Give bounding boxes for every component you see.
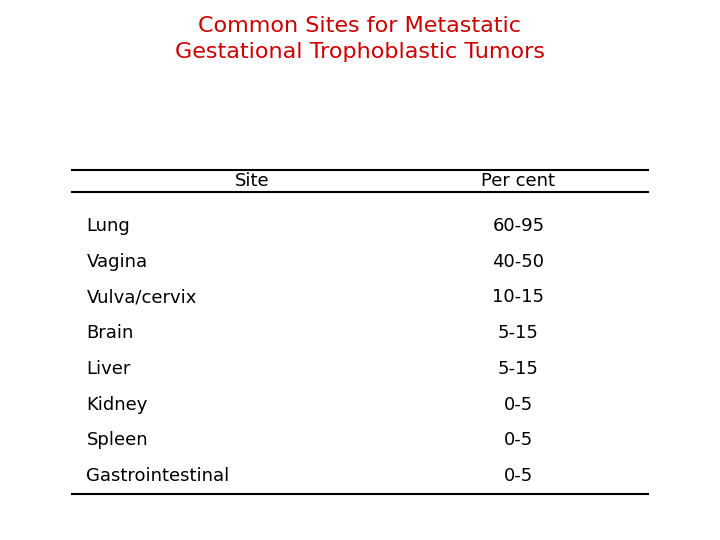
Text: Site: Site: [235, 172, 269, 190]
Text: 10-15: 10-15: [492, 288, 544, 306]
Text: Vulva/cervix: Vulva/cervix: [86, 288, 197, 306]
Text: 5-15: 5-15: [498, 360, 539, 378]
Text: 0-5: 0-5: [504, 396, 533, 414]
Text: 0-5: 0-5: [504, 431, 533, 449]
Text: 0-5: 0-5: [504, 467, 533, 485]
Text: Gastrointestinal: Gastrointestinal: [86, 467, 230, 485]
Text: Spleen: Spleen: [86, 431, 148, 449]
Text: 60-95: 60-95: [492, 217, 544, 235]
Text: Liver: Liver: [86, 360, 131, 378]
Text: Per cent: Per cent: [482, 172, 555, 190]
Text: 5-15: 5-15: [498, 324, 539, 342]
Text: Brain: Brain: [86, 324, 134, 342]
Text: Vagina: Vagina: [86, 253, 148, 271]
Text: 40-50: 40-50: [492, 253, 544, 271]
Text: Kidney: Kidney: [86, 396, 148, 414]
Text: Lung: Lung: [86, 217, 130, 235]
Text: Common Sites for Metastatic
Gestational Trophoblastic Tumors: Common Sites for Metastatic Gestational …: [175, 16, 545, 62]
